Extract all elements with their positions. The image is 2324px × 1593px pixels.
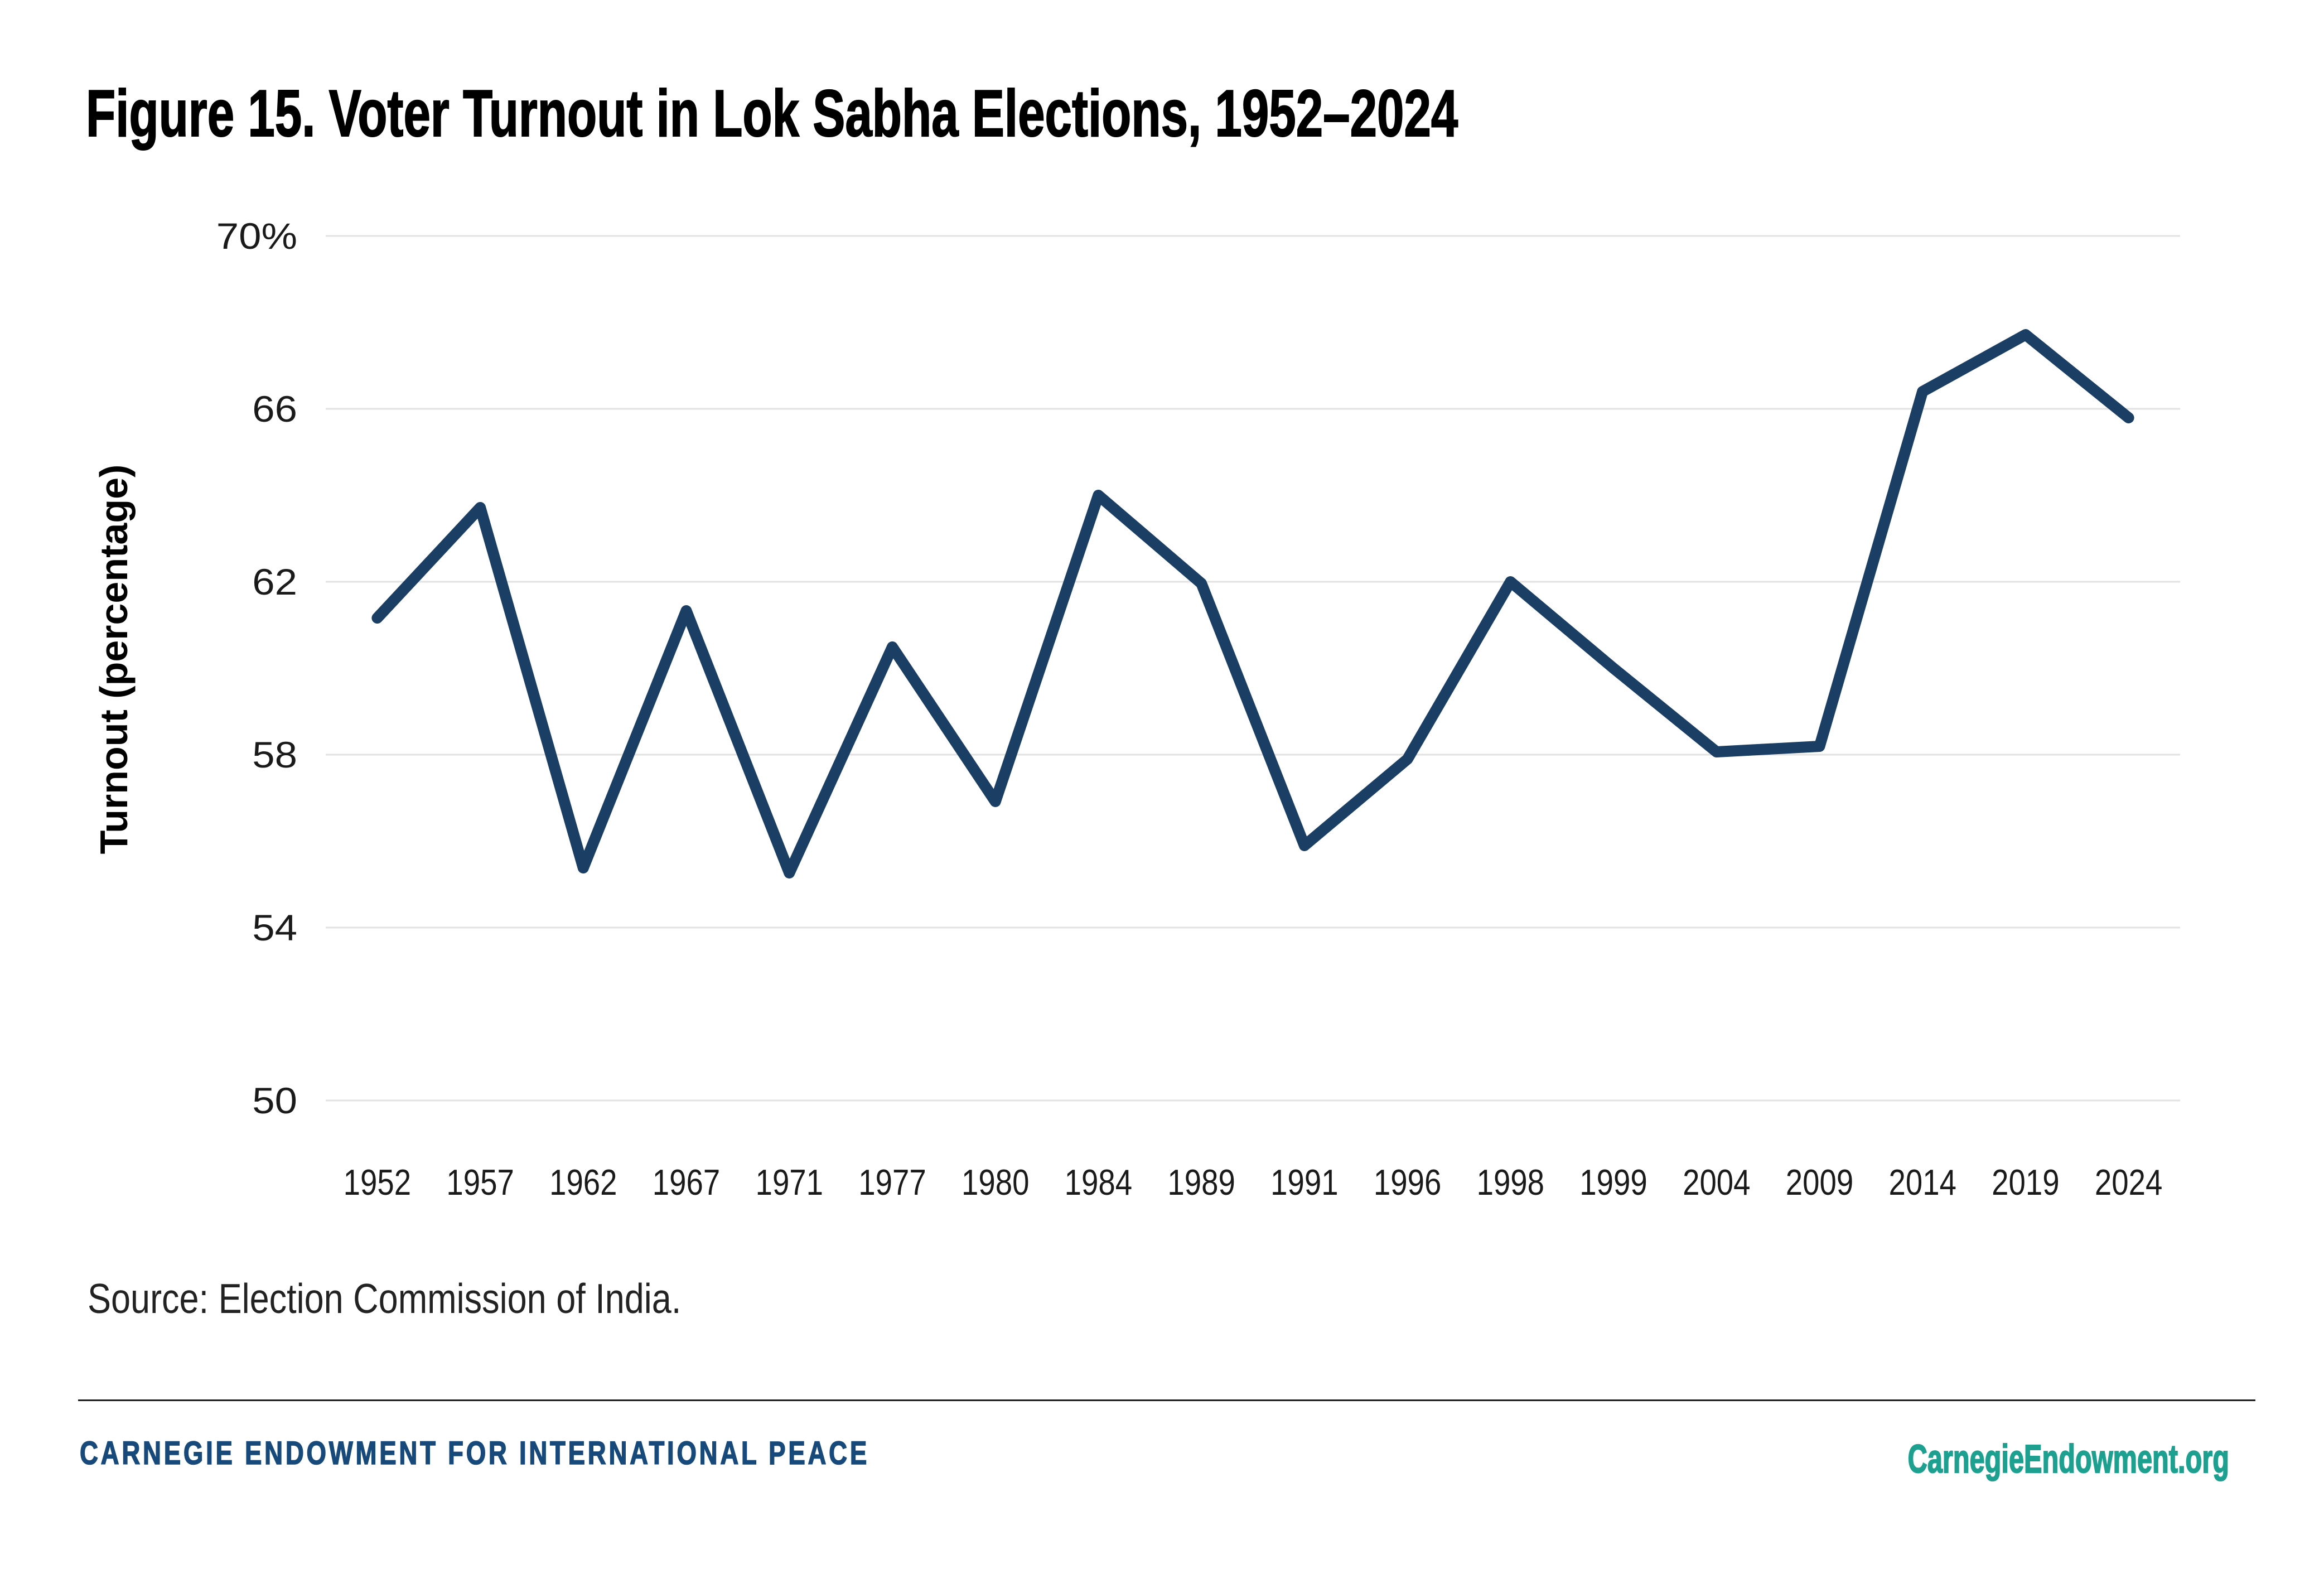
svg-text:50: 50: [252, 1080, 297, 1121]
svg-text:1999: 1999: [1579, 1162, 1647, 1203]
svg-text:Source: Election Commission of: Source: Election Commission of India.: [88, 1275, 681, 1322]
svg-text:2014: 2014: [1888, 1162, 1956, 1203]
svg-text:58: 58: [252, 734, 297, 775]
svg-text:1996: 1996: [1374, 1162, 1441, 1203]
svg-text:1984: 1984: [1065, 1162, 1132, 1203]
svg-text:2009: 2009: [1786, 1162, 1853, 1203]
svg-text:62: 62: [252, 561, 297, 602]
svg-text:1980: 1980: [962, 1162, 1029, 1203]
svg-text:Turnout (percentage): Turnout (percentage): [92, 465, 136, 855]
svg-text:2019: 2019: [1992, 1162, 2059, 1203]
svg-text:1952: 1952: [344, 1162, 411, 1203]
svg-text:2024: 2024: [2095, 1162, 2162, 1203]
svg-text:1977: 1977: [858, 1162, 926, 1203]
svg-text:54: 54: [252, 907, 297, 948]
svg-text:1971: 1971: [756, 1162, 823, 1203]
svg-text:1957: 1957: [446, 1162, 514, 1203]
svg-text:1967: 1967: [653, 1162, 720, 1203]
svg-text:CARNEGIE ENDOWMENT FOR INTERNA: CARNEGIE ENDOWMENT FOR INTERNATIONAL PEA…: [80, 1436, 869, 1471]
svg-text:2004: 2004: [1683, 1162, 1750, 1203]
svg-text:CarnegieEndowment.org: CarnegieEndowment.org: [1908, 1437, 2229, 1481]
svg-text:1998: 1998: [1477, 1162, 1544, 1203]
svg-text:Figure 15. Voter Turnout in Lo: Figure 15. Voter Turnout in Lok Sabha El…: [86, 77, 1458, 151]
svg-text:1989: 1989: [1167, 1162, 1235, 1203]
svg-text:1962: 1962: [549, 1162, 617, 1203]
svg-text:1991: 1991: [1270, 1162, 1338, 1203]
svg-text:70%: 70%: [216, 215, 297, 257]
svg-text:66: 66: [252, 388, 297, 429]
